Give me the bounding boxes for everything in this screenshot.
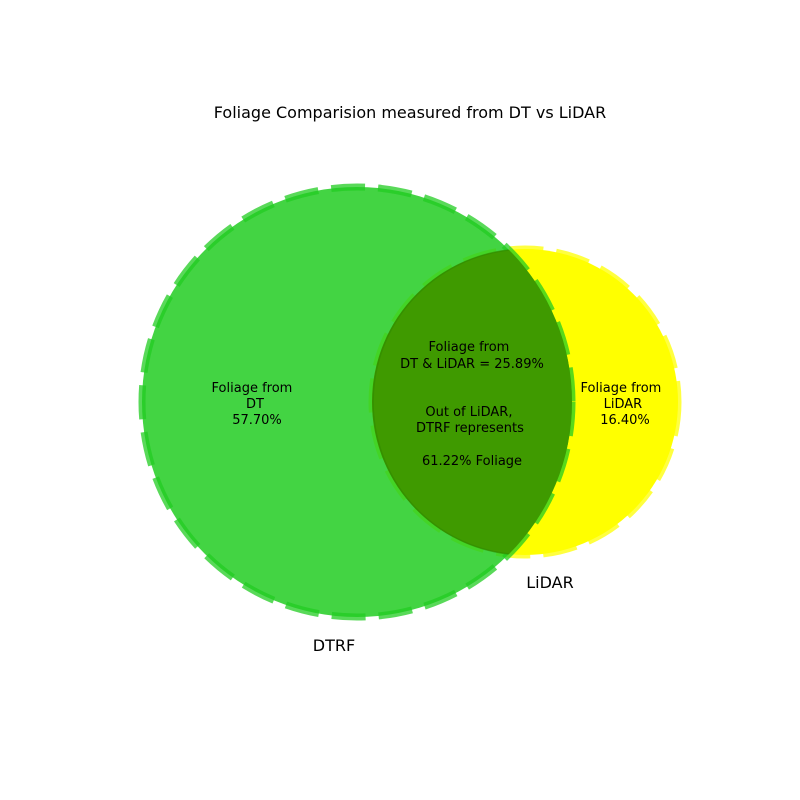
annotation-line-2: DTRF represents	[416, 421, 524, 436]
dtrf-set-label: DTRF	[313, 636, 355, 655]
overlap-label: Foliage from DT & LiDAR = 25.89%	[400, 340, 544, 372]
dt-only-line-3: 57.70%	[232, 413, 282, 428]
lidar-only-label: Foliage from LiDAR 16.40%	[581, 381, 666, 428]
dt-only-line-1: Foliage from	[212, 381, 293, 396]
chart-title: Foliage Comparision measured from DT vs …	[214, 103, 606, 122]
lidar-set-label: LiDAR	[526, 573, 573, 592]
annotation-label: Out of LiDAR, DTRF represents 61.22% Fol…	[416, 405, 528, 469]
lidar-only-line-3: 16.40%	[600, 413, 650, 428]
overlap-region	[372, 249, 572, 555]
dt-only-label: Foliage from DT 57.70%	[212, 381, 297, 428]
annotation-line-3: 61.22% Foliage	[422, 454, 522, 469]
dt-only-line-2: DT	[246, 397, 264, 412]
overlap-line-2: DT & LiDAR = 25.89%	[400, 357, 544, 372]
lidar-only-line-2: LiDAR	[604, 397, 643, 412]
overlap-outline	[372, 249, 509, 555]
lidar-only-line-1: Foliage from	[581, 381, 662, 396]
overlap-line-1: Foliage from	[429, 340, 510, 355]
annotation-line-1: Out of LiDAR,	[425, 405, 512, 420]
